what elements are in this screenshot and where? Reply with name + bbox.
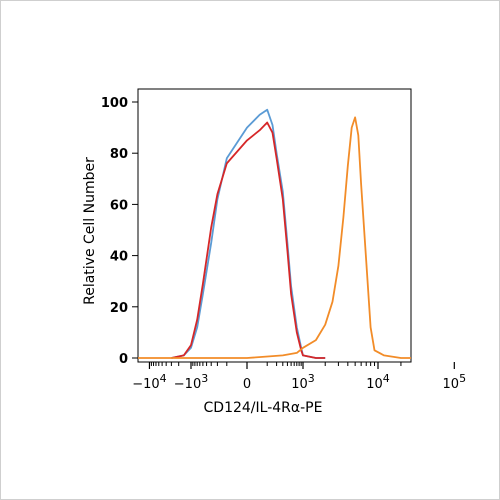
- x-tick-label: −104: [132, 372, 166, 392]
- x-tick-label: 105: [443, 372, 467, 392]
- series-line-2: [171, 121, 326, 359]
- series-group: [138, 108, 411, 359]
- y-tick-label: 40: [110, 250, 128, 265]
- y-axis-label: Relative Cell Number: [82, 157, 98, 305]
- x-axis: −104 −103 0 103 104 105: [132, 362, 466, 392]
- series-line-1: [171, 108, 326, 359]
- y-tick-label: 60: [110, 198, 128, 213]
- x-axis-label: CD124/IL-4Rα-PE: [204, 400, 323, 416]
- x-tick-label: 0: [243, 377, 251, 392]
- x-tick-label: 104: [366, 372, 390, 392]
- y-tick-label: 80: [110, 147, 128, 162]
- y-axis: 0 20 40 60 80 100: [101, 96, 138, 367]
- x-tick-label: 103: [291, 372, 315, 392]
- plot-area-border: [137, 88, 412, 363]
- y-tick-label: 0: [119, 352, 128, 367]
- series-line-3: [138, 116, 411, 359]
- y-tick-label: 20: [110, 301, 128, 316]
- x-tick-label: −103: [174, 372, 208, 392]
- y-tick-label: 100: [101, 96, 128, 111]
